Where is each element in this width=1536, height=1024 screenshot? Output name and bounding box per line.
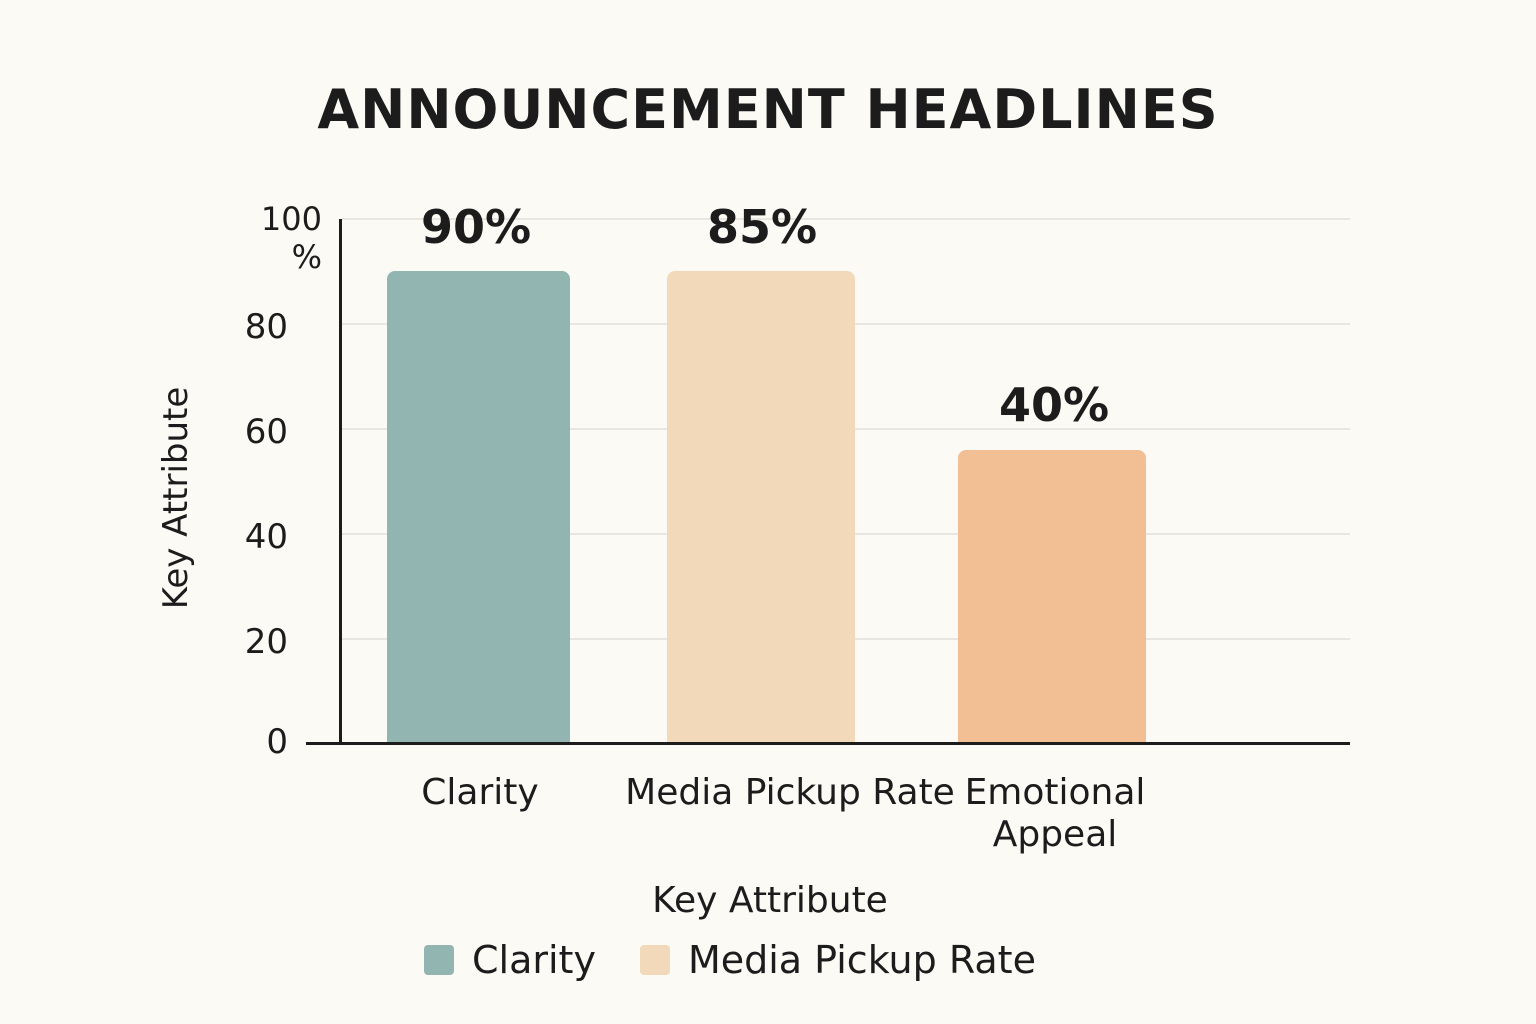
value-label: 40% (998, 378, 1110, 432)
bar-emotional-appeal (958, 450, 1146, 744)
y-tick: 0 (266, 722, 288, 762)
value-label: 90% (420, 200, 532, 254)
legend-label: Clarity (472, 938, 596, 982)
x-tick-label-line: Appeal (992, 814, 1118, 855)
x-tick-label: Emotional Appeal (950, 772, 1160, 856)
gridline (342, 218, 1350, 220)
y-axis-title: Key Attribute (156, 386, 196, 610)
value-label: 85% (706, 200, 818, 254)
y-tick: 80 (244, 307, 288, 347)
x-tick-label: Media Pickup Rate (625, 772, 955, 813)
x-tick-label-line: Emotional (964, 772, 1146, 813)
y-tick: 60 (244, 412, 288, 452)
legend: Clarity Media Pickup Rate (424, 938, 1036, 982)
y-axis-line (339, 219, 342, 745)
chart-title: ANNOUNCEMENT HEADLINES (317, 78, 1219, 141)
x-axis-title: Key Attribute (652, 880, 888, 921)
y-tick: 20 (244, 622, 288, 662)
bar-media-pickup-rate (667, 271, 855, 744)
legend-swatch-media-pickup-rate (639, 945, 670, 975)
legend-label: Media Pickup Rate (687, 938, 1036, 982)
y-tick: 40 (244, 517, 288, 557)
bar-clarity (387, 271, 570, 744)
y-tick: 100 % (260, 200, 322, 276)
x-tick-label: Clarity (421, 772, 539, 813)
x-axis-line (306, 742, 1350, 745)
legend-swatch-clarity (424, 945, 454, 975)
